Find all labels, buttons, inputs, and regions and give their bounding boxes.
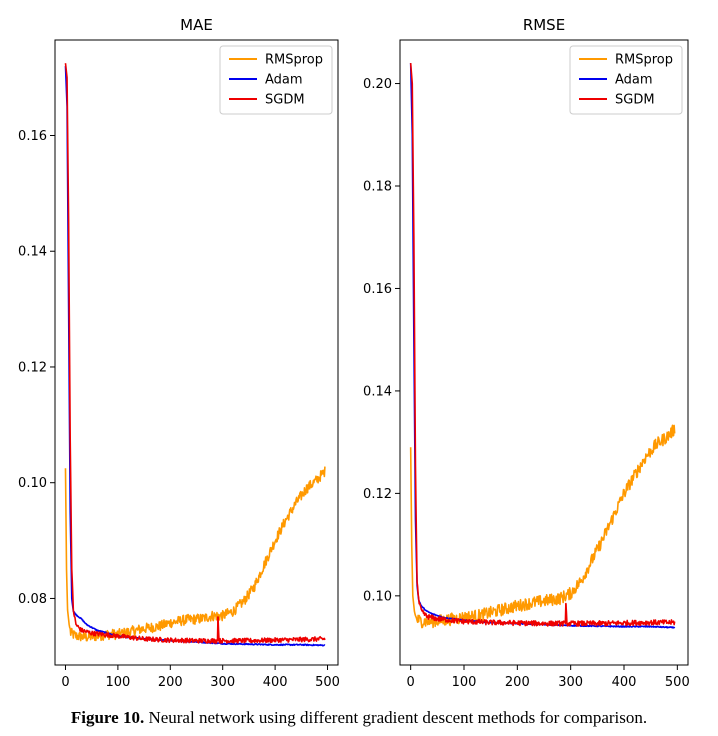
mae-line-rmsprop [64,466,326,642]
figure: MAE 0 100 200 300 400 500 0.08 0.10 0.12 0.14 0.16 R… [18,16,690,690]
mae-line-sgdm [64,63,326,644]
rmse-ytick-label-2: 0.14 [363,384,392,399]
rmse-xtick-label-500: 500 [665,675,690,690]
mae-title: MAE [180,16,213,34]
mae-ytick-label-1: 0.10 [18,476,47,491]
mae-xtick-label-100: 100 [105,675,130,690]
mae-xtick-label-200: 200 [158,675,183,690]
mae-series-layer [64,63,326,647]
mae-ytick-label-4: 0.16 [18,129,47,144]
mae-ytick-label-2: 0.12 [18,360,47,375]
rmse-xtick-label-300: 300 [558,675,583,690]
rmse-xtick-label-200: 200 [505,675,530,690]
rmse-xtick-label-0: 0 [407,675,415,690]
mae-xtick-label-400: 400 [263,675,288,690]
mae-axes-frame [54,39,339,666]
rmse-line-sgdm [409,62,676,627]
mae-legend-label-adam: Adam [265,73,303,88]
rmse-panel: RMSE 0 100 200 300 400 500 0.10 0.12 0.14 0.16 0.18… [363,16,690,690]
rmse-legend-box [569,45,683,115]
mae-ytick-label-0: 0.08 [18,592,47,607]
mae-line-adam [64,66,326,647]
rmse-legend-label-sgdm: SGDM [615,93,655,108]
rmse-ytick-label-0: 0.10 [363,589,392,604]
rmse-legend-label-rmsprop: RMSprop [615,53,673,68]
mae-xtick-label-300: 300 [210,675,235,690]
mae-xtick-label-0: 0 [61,675,69,690]
rmse-ytick-label-3: 0.16 [363,282,392,297]
mae-legend-label-sgdm: SGDM [265,93,305,108]
rmse-legend: RMSprop Adam SGDM [569,45,683,115]
rmse-xtick-label-400: 400 [612,675,637,690]
rmse-ytick-label-4: 0.18 [363,180,392,195]
rmse-xtick-label-100: 100 [452,675,477,690]
rmse-legend-label-adam: Adam [615,73,653,88]
rmse-ytick-label-5: 0.20 [363,77,392,92]
rmse-line-rmsprop [409,424,676,629]
rmse-title: RMSE [523,16,565,34]
caption-text: Neural network using different gradient … [144,708,648,727]
mae-xtick-label-500: 500 [315,675,340,690]
mae-legend: RMSprop Adam SGDM [219,45,333,115]
rmse-line-adam [409,63,676,629]
mae-legend-label-rmsprop: RMSprop [265,53,323,68]
rmse-ytick-label-1: 0.12 [363,487,392,502]
rmse-axes-frame [399,39,689,666]
figure-caption: Figure 10. Neural network using differen… [0,703,718,733]
mae-panel: MAE 0 100 200 300 400 500 0.08 0.10 0.12 0.14 0.16 R… [18,16,340,690]
mae-ytick-label-3: 0.14 [18,245,47,260]
mae-legend-box [219,45,333,115]
caption-label: Figure 10. [70,708,145,727]
rmse-series-layer [409,62,676,629]
